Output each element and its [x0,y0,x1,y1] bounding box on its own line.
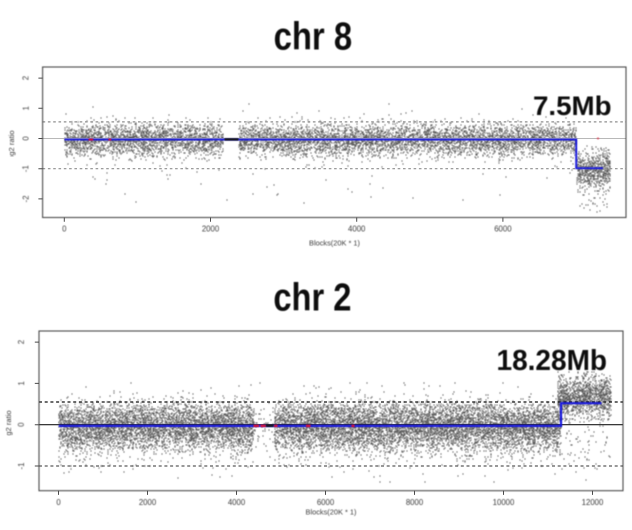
svg-text:6000: 6000 [494,225,512,234]
svg-text:-1: -1 [17,463,26,470]
svg-text:7.5Mb: 7.5Mb [533,91,612,121]
svg-text:8000: 8000 [406,498,424,507]
svg-text:Blocks(20K * 1): Blocks(20K * 1) [309,239,360,248]
svg-text:log2 ratio: log2 ratio [4,410,13,441]
svg-text:-1: -1 [22,165,31,172]
svg-text:chr 8: chr 8 [274,16,353,59]
svg-text:10000: 10000 [493,498,515,507]
svg-text:chr 2: chr 2 [273,276,351,319]
svg-text:4000: 4000 [228,498,246,507]
svg-text:1: 1 [22,106,31,110]
svg-text:18.28Mb: 18.28Mb [497,345,608,377]
svg-text:2000: 2000 [202,225,220,234]
svg-text:12000: 12000 [582,498,604,507]
svg-text:0: 0 [17,422,26,427]
svg-text:2: 2 [22,76,31,80]
svg-text:0: 0 [56,498,61,507]
svg-text:0: 0 [62,225,67,234]
svg-text:2: 2 [17,340,26,344]
svg-text:0: 0 [22,136,31,141]
svg-text:4000: 4000 [348,225,366,234]
svg-text:log2 ratio: log2 ratio [7,130,16,161]
svg-text:1: 1 [17,381,26,385]
svg-text:-2: -2 [22,195,31,202]
svg-text:2000: 2000 [139,498,157,507]
svg-text:6000: 6000 [317,498,335,507]
svg-text:Blocks(20K * 1): Blocks(20K * 1) [306,508,357,517]
